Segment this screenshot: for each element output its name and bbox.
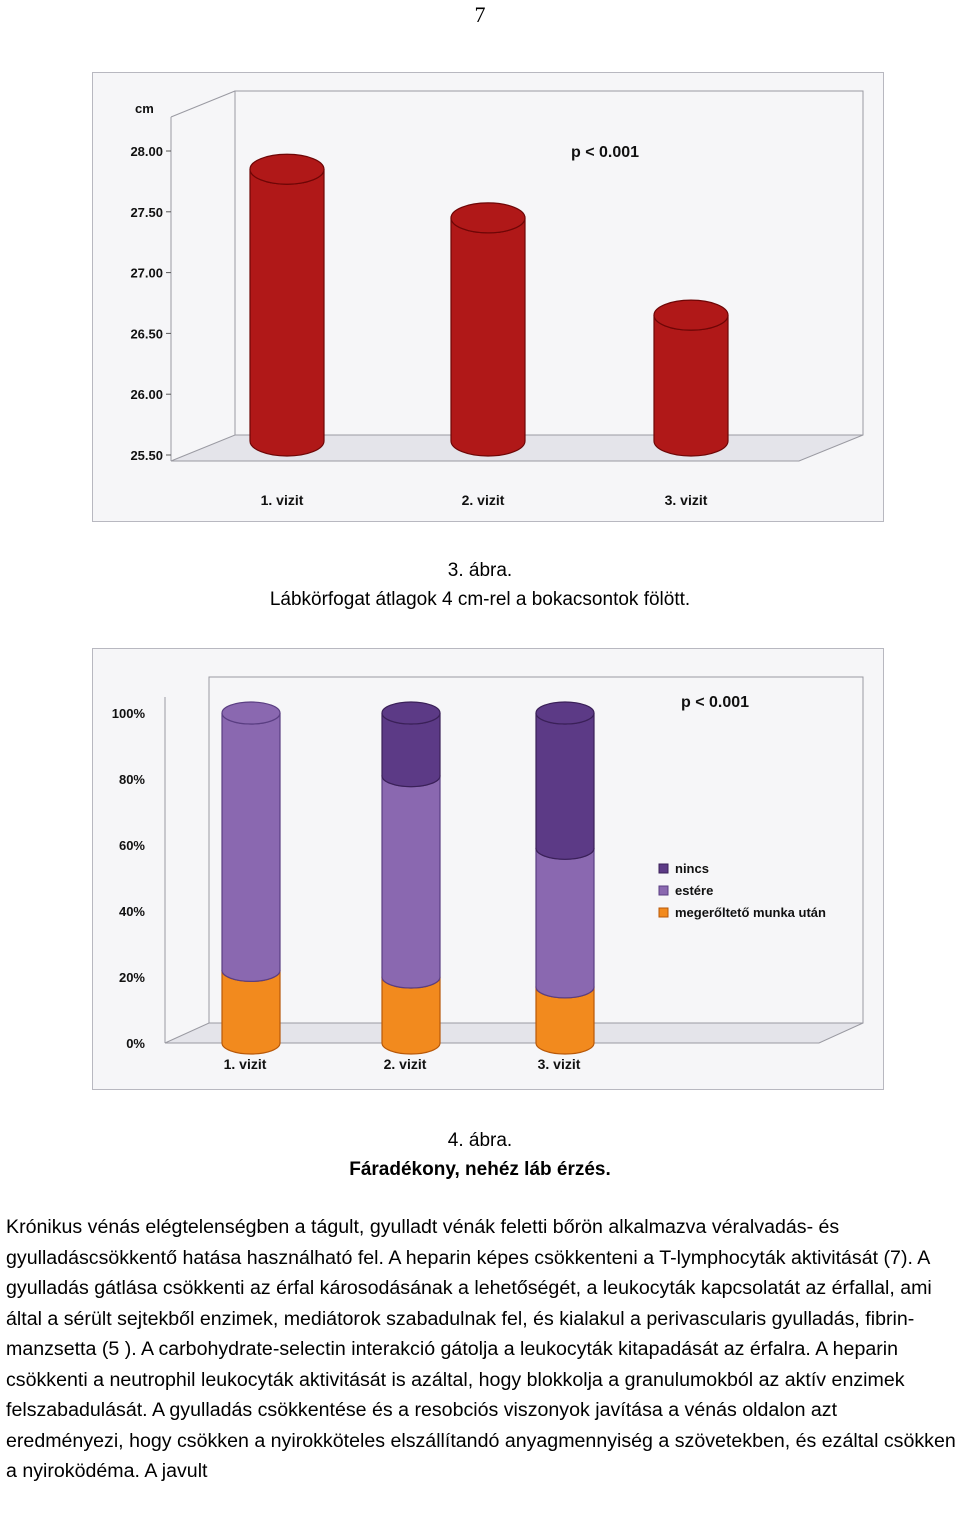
significance-annotation: p < 0.001 [571, 144, 639, 161]
y-tick-label: 100% [112, 706, 146, 721]
bar-2-segment-3-top [381, 701, 441, 725]
bar-3-top [653, 299, 729, 331]
significance-annotation: p < 0.001 [681, 694, 749, 711]
bar-1-top [249, 153, 325, 185]
chart-floor [164, 1022, 864, 1044]
leg-circumference-chart-svg: cm 28.00 27.50 27.00 26.50 26.00 25.50 1. vizit… [130, 90, 864, 508]
y-tick-label: 60% [119, 838, 145, 853]
y-unit-label: cm [135, 101, 154, 116]
y-tick-label: 27.50 [130, 205, 163, 220]
legend-swatch [658, 863, 669, 874]
figure-3-caption: 3. ábra. Lábkörfogat átlagok 4 cm-rel a … [0, 556, 960, 614]
frame-edge [170, 90, 236, 118]
bar-1-segment-1 [221, 970, 281, 1055]
bar-2-top [450, 202, 526, 234]
bar-2-segment-2 [381, 775, 441, 989]
y-tick-label: 26.00 [130, 387, 163, 402]
legend-label: nincs [675, 861, 709, 876]
legend-label: megerőltető munka után [675, 905, 826, 920]
x-tick-label: 1. vizit [261, 492, 304, 508]
bar-2 [450, 217, 526, 457]
legend-swatch [658, 907, 669, 918]
y-tick-label: 27.00 [130, 266, 163, 281]
tired-heavy-leg-chart-svg: 100% 80% 60% 40% 20% 0% 1. vizit 2. vizit 3. viz… [112, 676, 864, 1072]
body-paragraph: Krónikus vénás elégtelenségben a tágult,… [6, 1216, 956, 1482]
bar-3-segment-3 [535, 712, 595, 860]
x-tick-label: 2. vizit [462, 492, 505, 508]
bar-3 [653, 315, 729, 457]
y-tick-label: 26.50 [130, 326, 163, 341]
y-tick-label: 20% [119, 970, 145, 985]
figure-4-number: 4. ábra. [447, 1130, 513, 1151]
figure-3-title: Lábkörfogat átlagok 4 cm-rel a bokacsont… [269, 589, 691, 610]
bar-1 [249, 169, 325, 457]
figure-3-chart: cm 28.00 27.50 27.00 26.50 26.00 25.50 1. vizit… [92, 72, 884, 522]
bar-3-segment-2 [535, 848, 595, 999]
y-tick-label: 0% [126, 1036, 145, 1051]
y-tick-label: 40% [119, 904, 145, 919]
x-tick-label: 3. vizit [665, 492, 708, 508]
legend-swatch [658, 885, 669, 896]
y-tick-label: 80% [119, 772, 145, 787]
bar-3-segment-3-top [535, 701, 595, 725]
page-number: 7 [474, 2, 486, 27]
bar-1-segment-2-top [221, 701, 281, 725]
chart-back-wall [234, 90, 864, 436]
figure-4-chart: 100% 80% 60% 40% 20% 0% 1. vizit 2. vizit 3. viz… [92, 648, 884, 1090]
figure-4-caption: 4. ábra. Fáradékony, nehéz láb érzés. [0, 1126, 960, 1184]
y-tick-label: 28.00 [130, 144, 163, 159]
x-tick-label: 3. vizit [538, 1056, 581, 1072]
figure-3-number: 3. ábra. [447, 560, 513, 581]
legend-label: estére [675, 883, 713, 898]
bar-1-segment-2 [221, 712, 281, 982]
x-tick-label: 2. vizit [384, 1056, 427, 1072]
figure-4-title: Fáradékony, nehéz láb érzés. [349, 1159, 611, 1180]
x-tick-label: 1. vizit [224, 1056, 267, 1072]
y-tick-label: 25.50 [130, 448, 163, 463]
